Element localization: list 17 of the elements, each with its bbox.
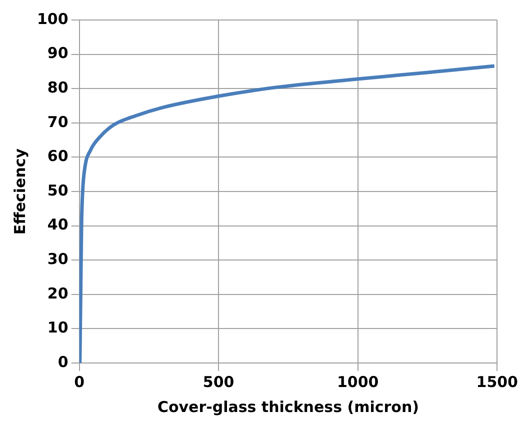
y-tick-label: 80 xyxy=(47,78,68,96)
y-tick-label: 50 xyxy=(47,181,68,200)
y-tick-label: 30 xyxy=(47,250,68,268)
x-tick-label: 0 xyxy=(74,372,85,391)
y-tick-label: 40 xyxy=(47,216,68,234)
y-axis-title: Effeciency xyxy=(10,148,29,235)
x-tick-label: 1000 xyxy=(336,372,379,391)
x-axis-title: Cover-glass thickness (micron) xyxy=(157,398,419,416)
y-tick-label: 70 xyxy=(47,112,68,131)
y-tick-label: 100 xyxy=(37,10,68,28)
y-tick-label: 10 xyxy=(47,318,68,337)
y-tick-label: 20 xyxy=(47,284,68,302)
y-tick-label: 90 xyxy=(47,44,68,62)
y-tick-label: 60 xyxy=(47,147,68,166)
x-tick-label: 500 xyxy=(202,372,234,391)
x-tick-label: 1500 xyxy=(476,372,518,391)
y-tick-label: 0 xyxy=(58,352,68,371)
